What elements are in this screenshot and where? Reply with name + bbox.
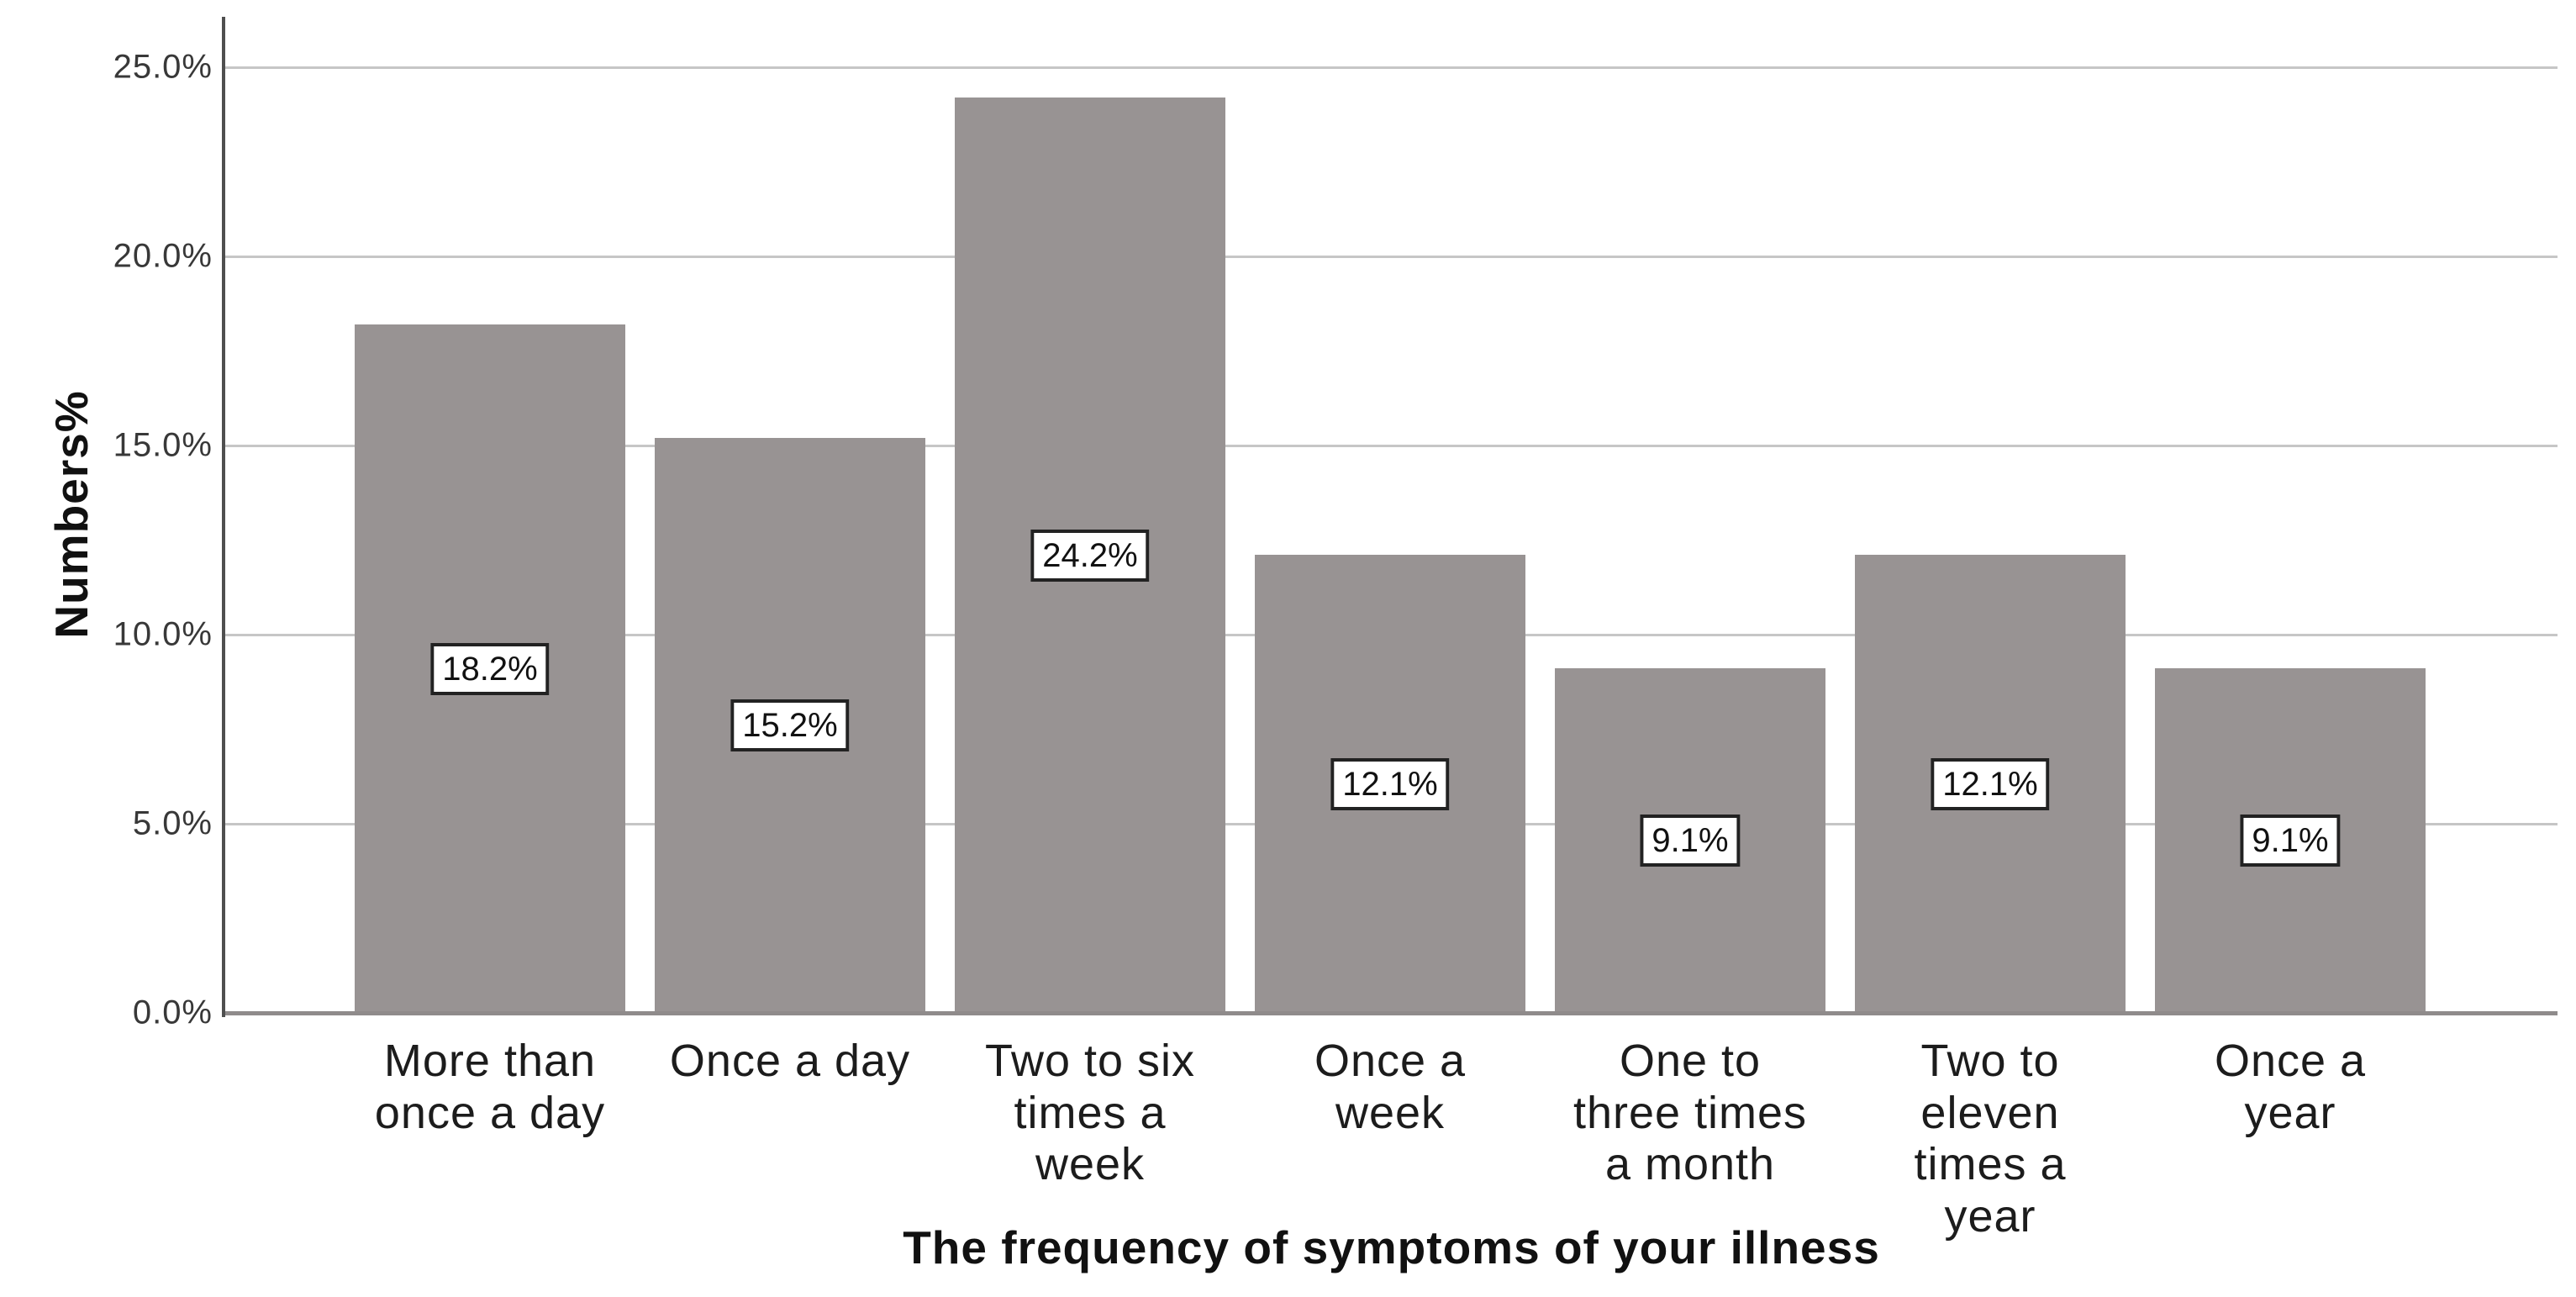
y-tick-label: 25.0% bbox=[113, 48, 213, 86]
x-axis-title: The frequency of symptoms of your illnes… bbox=[903, 1221, 1880, 1273]
y-gridline bbox=[225, 445, 2558, 447]
y-tick-label: 0.0% bbox=[132, 994, 213, 1031]
y-tick-label: 15.0% bbox=[113, 426, 213, 464]
x-category-label: Once a day bbox=[669, 1036, 911, 1086]
y-gridline bbox=[225, 256, 2558, 258]
bar-value-label: 12.1% bbox=[1330, 757, 1450, 810]
y-axis-line bbox=[222, 17, 225, 1017]
bar-value-label: 12.1% bbox=[1931, 757, 2050, 810]
x-axis-baseline bbox=[225, 1011, 2558, 1015]
y-gridline bbox=[225, 66, 2558, 69]
bar-value-label: 18.2% bbox=[430, 642, 550, 695]
bar-value-label: 9.1% bbox=[2240, 815, 2341, 867]
bar-value-label: 24.2% bbox=[1030, 529, 1150, 582]
bar-value-label: 15.2% bbox=[730, 699, 850, 751]
x-category-label: Once a year bbox=[2214, 1036, 2367, 1138]
x-category-label: More than once a day bbox=[374, 1036, 606, 1138]
x-category-label: Two to eleven times a year bbox=[1914, 1036, 2067, 1242]
y-tick-label: 10.0% bbox=[113, 615, 213, 653]
x-category-label: Once a week bbox=[1314, 1036, 1467, 1138]
y-tick-label: 20.0% bbox=[113, 237, 213, 275]
x-category-label: Two to six times a week bbox=[984, 1036, 1196, 1190]
bar-value-label: 9.1% bbox=[1640, 815, 1741, 867]
x-category-label: One to three times a month bbox=[1572, 1036, 1808, 1190]
y-tick-label: 5.0% bbox=[132, 804, 213, 842]
